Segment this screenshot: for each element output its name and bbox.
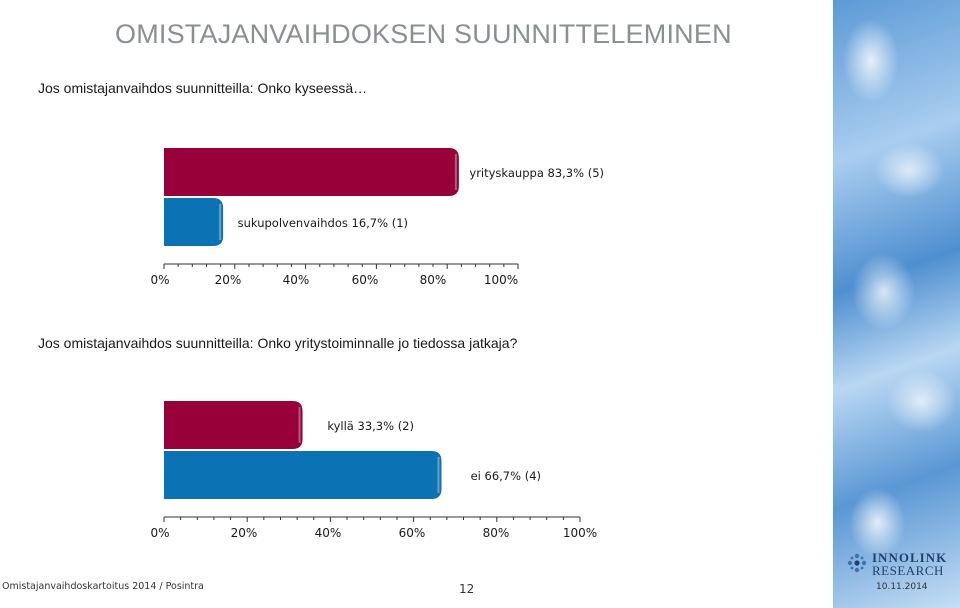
chart2-tick-label: 60%	[399, 526, 426, 540]
footer-date: 10.11.2014	[876, 582, 928, 592]
logo-mark-icon	[847, 553, 867, 573]
chart1-tick-label: 60%	[352, 273, 379, 287]
chart2-tick-label: 100%	[563, 526, 597, 540]
chart1-tick-label: 0%	[150, 273, 169, 287]
chart1-heading: Jos omistajanvaihdos suunnitteilla: Onko…	[38, 80, 368, 96]
chart1-bar-1	[164, 198, 224, 246]
decorative-side-image	[833, 0, 960, 608]
innolink-logo: INNOLINK RESEARCH	[846, 550, 956, 580]
chart2-bar-1	[164, 451, 442, 499]
chart1-tick-label: 100%	[484, 273, 518, 287]
chart2-tick-label: 40%	[315, 526, 342, 540]
chart2-tick-label: 0%	[150, 526, 169, 540]
chart2-heading: Jos omistajanvaihdos suunnitteilla: Onko…	[38, 335, 518, 351]
chart2-tick-label: 20%	[231, 526, 258, 540]
chart2: kyllä 33,3% (2) ei 66,7% (4) 0% 20% 40% 60% 80…	[150, 401, 597, 540]
chart2-bar-0	[164, 401, 303, 449]
chart2-bar-label-0: kyllä 33,3% (2)	[327, 419, 414, 433]
logo-text-line2: RESEARCH	[872, 563, 944, 578]
chart1-bar-label-1: sukupolvenvaihdos 16,7% (1)	[238, 216, 408, 230]
chart2-tick-label: 80%	[483, 526, 510, 540]
page-number: 12	[459, 582, 475, 596]
page-title: OMISTAJANVAIHDOKSEN SUUNNITTELEMINEN	[115, 19, 732, 49]
chart1-tick-label: 40%	[283, 273, 310, 287]
logo-text-line1: INNOLINK	[872, 550, 948, 565]
chart1-tick-label: 80%	[420, 273, 447, 287]
footer-source: Omistajanvaihdoskartoitus 2014 / Posintr…	[2, 581, 204, 592]
chart2-bar-label-1: ei 66,7% (4)	[471, 469, 541, 483]
chart1-bar-0	[164, 148, 459, 196]
chart1: yrityskauppa 83,3% (5) sukupolvenvaihdos …	[150, 148, 604, 287]
chart1-tick-label: 20%	[215, 273, 242, 287]
chart1-bar-label-0: yrityskauppa 83,3% (5)	[469, 166, 604, 180]
